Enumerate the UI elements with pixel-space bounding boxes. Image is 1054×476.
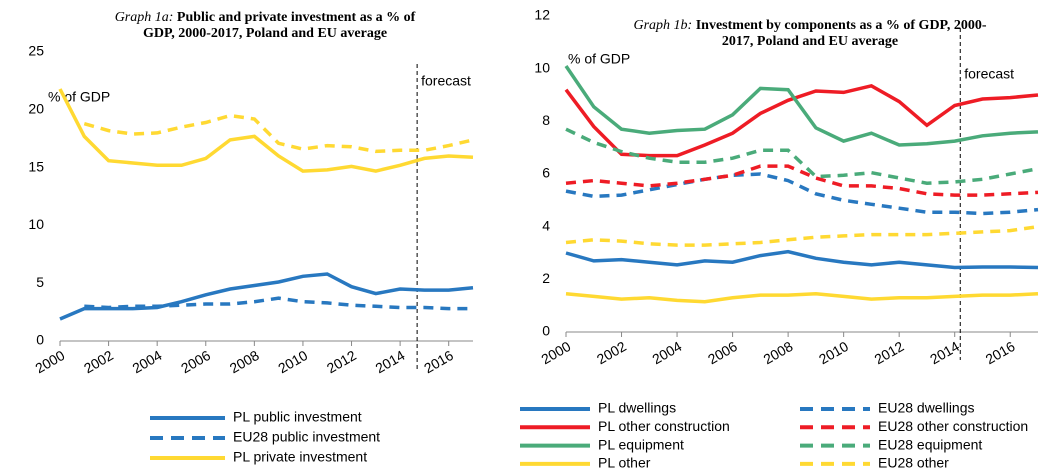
- y-tick-label: 25: [28, 43, 44, 59]
- forecast-label: forecast: [421, 73, 471, 89]
- title-prefix: Graph 1b:: [633, 18, 693, 33]
- x-tick-label: 2016: [983, 338, 1018, 368]
- series-line: [564, 65, 1039, 147]
- y-unit-label: % of GDP: [48, 89, 110, 105]
- x-tick-label: 2012: [872, 338, 907, 368]
- x-tick-label: 2000: [538, 338, 573, 368]
- legend-label: EU28 other construction: [878, 418, 1028, 434]
- series-line: [59, 272, 474, 321]
- series-line: [83, 113, 474, 154]
- y-tick-label: 10: [534, 59, 550, 75]
- x-tick-label: 2010: [816, 338, 851, 368]
- series-line: [58, 88, 474, 173]
- y-tick-label: 5: [36, 274, 44, 290]
- legend-label: EU28 other: [878, 455, 949, 471]
- x-tick-label: 2004: [649, 338, 684, 368]
- series-line: [565, 292, 1039, 304]
- x-tick-label: 2008: [760, 338, 795, 368]
- y-tick-label: 15: [28, 158, 44, 174]
- legend-label: PL equipment: [598, 436, 684, 452]
- series-line: [565, 224, 1039, 247]
- y-tick-label: 0: [542, 323, 550, 339]
- legend-label: PL other: [598, 455, 651, 471]
- title-prefix: Graph 1a:: [114, 10, 174, 25]
- forecast-label: forecast: [964, 66, 1014, 82]
- chart-title: Graph 1b: Investment by components as a …: [630, 18, 990, 50]
- x-tick-label: 2014: [927, 338, 962, 368]
- y-tick-label: 4: [542, 217, 550, 233]
- y-tick-label: 6: [542, 165, 550, 181]
- legend-label: PL private investment: [233, 449, 367, 465]
- legend-label: EU28 public investment: [233, 429, 380, 445]
- series-line: [565, 127, 1039, 185]
- legend-label: EU28 dwellings: [878, 400, 975, 416]
- y-tick-label: 0: [36, 332, 44, 348]
- x-tick-label: 2002: [81, 347, 116, 377]
- y-unit-label: % of GDP: [568, 51, 630, 67]
- x-tick-label: 2006: [705, 338, 740, 368]
- legend-label: EU28 equipment: [878, 436, 982, 452]
- title-text: Public and private investment as a % of …: [142, 10, 416, 41]
- y-tick-label: 10: [28, 216, 44, 232]
- x-tick-label: 2016: [421, 347, 456, 377]
- x-tick-label: 2004: [130, 347, 165, 377]
- y-tick-label: 8: [542, 112, 550, 128]
- y-tick-label: 2: [542, 270, 550, 286]
- y-tick-label: 20: [28, 101, 44, 117]
- x-tick-label: 2014: [372, 347, 407, 377]
- chart-title: Graph 1a: Public and private investment …: [100, 10, 430, 42]
- series-line: [565, 249, 1039, 270]
- x-tick-label: 2002: [594, 338, 629, 368]
- x-tick-label: 2006: [178, 347, 213, 377]
- legend-label: PL dwellings: [598, 400, 676, 416]
- x-tick-label: 2008: [227, 347, 262, 377]
- x-tick-label: 2010: [275, 347, 310, 377]
- x-tick-label: 2012: [324, 347, 359, 377]
- legend-label: PL other construction: [598, 418, 730, 434]
- x-tick-label: 2000: [32, 347, 67, 377]
- y-tick-label: 12: [534, 7, 550, 23]
- series-line: [565, 172, 1039, 216]
- title-text: Investment by components as a % of GDP, …: [695, 18, 987, 49]
- series-line: [564, 83, 1039, 158]
- series-line: [84, 296, 473, 311]
- series-line: [565, 164, 1039, 197]
- legend-label: PL public investment: [233, 409, 362, 425]
